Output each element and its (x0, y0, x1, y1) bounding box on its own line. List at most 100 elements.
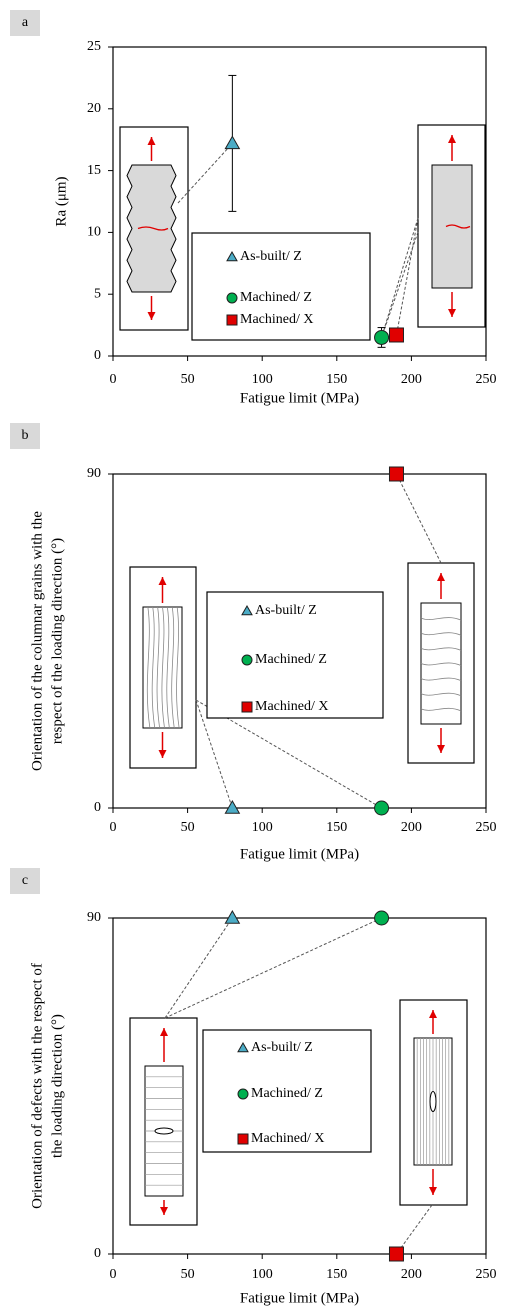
panel-label-box (10, 423, 40, 449)
y-tick-label: 90 (87, 466, 101, 481)
leader-line (177, 143, 233, 204)
x-axis-label: Fatigue limit (MPa) (240, 846, 359, 862)
x-tick-label: 50 (181, 820, 195, 835)
y-axis-label: Ra (μm) (53, 176, 69, 226)
marker-square (241, 701, 253, 713)
leader-line (381, 217, 419, 338)
x-tick-label: 100 (252, 820, 273, 835)
y-tick-label: 0 (94, 800, 101, 815)
grain (420, 677, 462, 681)
panel-label-box (10, 868, 40, 894)
x-tick-label: 250 (476, 372, 497, 387)
y-axis-label: the loading direction (°) (49, 1014, 65, 1158)
arrow-head (147, 137, 156, 145)
x-tick-label: 0 (110, 1267, 117, 1282)
marker-square (226, 314, 238, 326)
specimen (431, 164, 473, 289)
y-axis-label: respect of the loading direction (°) (49, 538, 65, 744)
marker-triangle (241, 604, 253, 616)
grain (171, 606, 175, 729)
defect (154, 1127, 174, 1135)
grain (146, 606, 151, 729)
grain (420, 617, 462, 621)
crack (137, 226, 169, 231)
arrow-head (429, 1187, 437, 1195)
legend-box (191, 232, 371, 341)
marker-circle (374, 910, 390, 926)
crack (445, 224, 471, 229)
arrow-head (429, 1010, 437, 1018)
y-tick-label: 10 (87, 225, 101, 240)
legend-label: Machined/ Z (255, 652, 327, 667)
y-tick-label: 0 (94, 1246, 101, 1261)
legend-label: As-built/ Z (240, 249, 302, 264)
legend-label: Machined/ X (251, 1131, 324, 1146)
x-tick-label: 50 (181, 1267, 195, 1282)
marker-circle (237, 1088, 249, 1100)
grain (151, 606, 156, 729)
panel-label-box (10, 10, 40, 36)
arrow-head (437, 573, 445, 581)
panel-label: c (22, 873, 28, 888)
x-tick-label: 250 (476, 1267, 497, 1282)
grain (176, 606, 180, 729)
legend-label: As-built/ Z (255, 603, 317, 618)
y-tick-label: 20 (87, 101, 101, 116)
panel-label: a (22, 15, 29, 30)
marker-circle (374, 800, 390, 816)
x-tick-label: 0 (110, 820, 117, 835)
leader-line (381, 231, 419, 338)
plot-frame (112, 473, 487, 809)
leader-line (164, 917, 382, 1019)
x-axis-label: Fatigue limit (MPa) (240, 390, 359, 406)
grain (420, 662, 462, 666)
x-tick-label: 150 (326, 820, 347, 835)
marker-square (388, 327, 404, 343)
y-tick-label: 0 (94, 348, 101, 363)
plot-frame (112, 917, 487, 1255)
legend-label: Machined/ X (255, 699, 328, 714)
y-axis-label: Orientation of defects with the respect … (29, 963, 45, 1209)
y-axis-label: Orientation of the columnar grains with … (29, 511, 45, 771)
legend-label: As-built/ Z (251, 1040, 313, 1055)
x-tick-label: 100 (252, 372, 273, 387)
y-tick-label: 25 (87, 39, 101, 54)
legend-label: Machined/ Z (251, 1086, 323, 1101)
grain (420, 632, 462, 636)
legend-label: Machined/ X (240, 312, 313, 327)
arrow-head (147, 312, 156, 320)
x-tick-label: 200 (401, 820, 422, 835)
arrow-head (448, 135, 456, 143)
x-tick-label: 0 (110, 372, 117, 387)
marker-square (388, 1246, 404, 1262)
marker-circle (241, 654, 253, 666)
marker-circle (226, 292, 238, 304)
marker-triangle (224, 135, 241, 150)
legend-box (202, 1029, 372, 1153)
arrow-head (448, 309, 456, 317)
x-tick-label: 100 (252, 1267, 273, 1282)
grain (161, 606, 165, 729)
marker-triangle (237, 1041, 249, 1053)
marker-triangle (224, 909, 241, 924)
leader-line (195, 699, 233, 809)
arrow-head (160, 1207, 168, 1215)
marker-square (237, 1133, 249, 1145)
x-tick-label: 200 (401, 372, 422, 387)
marker-square (388, 466, 404, 482)
arrow-head (158, 577, 167, 585)
x-tick-label: 150 (326, 372, 347, 387)
x-tick-label: 50 (181, 372, 195, 387)
leader-line (396, 1204, 433, 1255)
grain (156, 606, 161, 729)
x-axis-label: Fatigue limit (MPa) (240, 1290, 359, 1306)
x-tick-label: 250 (476, 820, 497, 835)
arrow-head (437, 745, 445, 753)
x-tick-label: 150 (326, 1267, 347, 1282)
x-tick-label: 200 (401, 1267, 422, 1282)
leader-line (396, 473, 442, 564)
arrow-head (160, 1028, 168, 1036)
grain (420, 647, 462, 651)
defect (429, 1091, 437, 1112)
